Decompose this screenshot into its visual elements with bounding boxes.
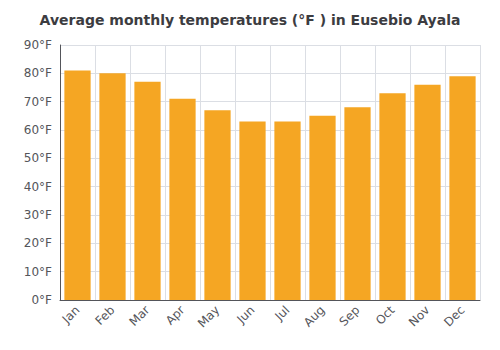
svg-text:60°F: 60°F bbox=[24, 123, 52, 137]
svg-text:80°F: 80°F bbox=[24, 66, 52, 80]
svg-text:0°F: 0°F bbox=[31, 293, 52, 307]
svg-text:Dec: Dec bbox=[441, 303, 467, 329]
svg-text:Apr: Apr bbox=[163, 303, 188, 328]
svg-text:Nov: Nov bbox=[406, 303, 432, 329]
svg-text:30°F: 30°F bbox=[24, 208, 52, 222]
svg-text:Mar: Mar bbox=[127, 303, 153, 329]
svg-text:Sep: Sep bbox=[337, 303, 363, 329]
svg-text:Feb: Feb bbox=[93, 303, 118, 328]
svg-text:20°F: 20°F bbox=[24, 236, 52, 250]
svg-text:Jun: Jun bbox=[234, 303, 258, 327]
svg-text:50°F: 50°F bbox=[24, 151, 52, 165]
svg-text:Oct: Oct bbox=[373, 303, 398, 328]
svg-text:Jan: Jan bbox=[59, 303, 83, 327]
svg-text:70°F: 70°F bbox=[24, 95, 52, 109]
svg-text:Aug: Aug bbox=[301, 303, 327, 329]
svg-text:90°F: 90°F bbox=[24, 38, 52, 52]
svg-text:Average monthly temperatures (: Average monthly temperatures (°F ) in Eu… bbox=[40, 12, 461, 28]
svg-text:May: May bbox=[195, 303, 222, 330]
svg-text:Jul: Jul bbox=[272, 303, 293, 324]
svg-text:40°F: 40°F bbox=[24, 180, 52, 194]
svg-text:10°F: 10°F bbox=[24, 265, 52, 279]
